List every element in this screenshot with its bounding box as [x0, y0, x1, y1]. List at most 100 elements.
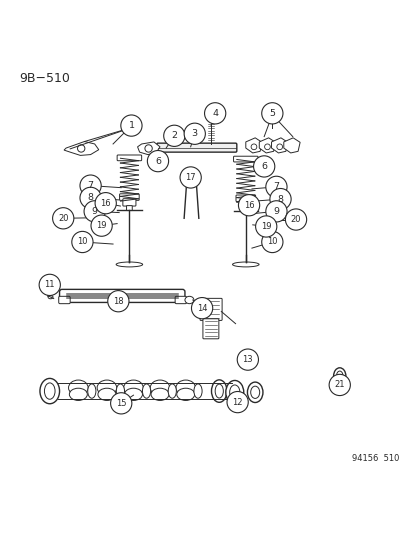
Circle shape: [107, 290, 129, 312]
FancyBboxPatch shape: [126, 206, 132, 211]
Circle shape: [261, 231, 282, 253]
Circle shape: [95, 192, 116, 214]
Circle shape: [253, 156, 274, 177]
Circle shape: [147, 150, 168, 172]
Circle shape: [84, 201, 105, 222]
Ellipse shape: [185, 296, 193, 304]
Text: 9: 9: [273, 207, 279, 216]
Ellipse shape: [336, 371, 342, 381]
Text: 9: 9: [91, 207, 97, 216]
FancyBboxPatch shape: [242, 207, 248, 212]
Text: 17: 17: [185, 173, 195, 182]
Text: 14: 14: [196, 304, 207, 313]
Ellipse shape: [97, 380, 116, 395]
Polygon shape: [137, 142, 160, 155]
Circle shape: [91, 215, 112, 236]
Circle shape: [237, 349, 258, 370]
Ellipse shape: [193, 384, 202, 398]
Text: 10: 10: [266, 238, 277, 246]
Text: 3: 3: [191, 130, 197, 138]
Circle shape: [261, 103, 282, 124]
Ellipse shape: [48, 295, 53, 299]
Polygon shape: [259, 138, 275, 153]
Ellipse shape: [250, 386, 259, 399]
Circle shape: [269, 189, 290, 209]
Circle shape: [264, 144, 270, 150]
Ellipse shape: [150, 380, 169, 395]
Ellipse shape: [168, 384, 176, 398]
Circle shape: [251, 144, 256, 150]
Circle shape: [238, 195, 259, 216]
Circle shape: [153, 159, 158, 164]
Ellipse shape: [116, 262, 142, 267]
Circle shape: [52, 208, 74, 229]
Ellipse shape: [44, 383, 55, 399]
Text: 2: 2: [171, 131, 177, 140]
Ellipse shape: [123, 380, 143, 395]
Ellipse shape: [333, 368, 345, 384]
Circle shape: [285, 209, 306, 230]
Text: 11: 11: [44, 280, 55, 289]
Ellipse shape: [69, 388, 87, 400]
Circle shape: [80, 175, 101, 196]
Text: 15: 15: [116, 399, 126, 408]
Circle shape: [254, 164, 259, 169]
Text: 20: 20: [58, 214, 68, 223]
Ellipse shape: [88, 384, 96, 398]
Ellipse shape: [151, 388, 169, 400]
Text: 20: 20: [290, 215, 301, 224]
Text: 7: 7: [88, 181, 93, 190]
Text: 4: 4: [211, 109, 218, 118]
FancyBboxPatch shape: [175, 296, 186, 304]
Polygon shape: [64, 142, 99, 156]
FancyBboxPatch shape: [235, 195, 255, 201]
Polygon shape: [245, 138, 261, 153]
Ellipse shape: [116, 384, 124, 398]
Text: 13: 13: [242, 355, 252, 364]
Ellipse shape: [229, 385, 239, 400]
FancyBboxPatch shape: [119, 194, 139, 200]
Ellipse shape: [197, 301, 204, 307]
Circle shape: [226, 391, 248, 413]
FancyBboxPatch shape: [233, 156, 257, 162]
Text: 19: 19: [96, 221, 107, 230]
Ellipse shape: [225, 381, 243, 404]
Text: 18: 18: [113, 297, 123, 306]
Circle shape: [265, 201, 286, 222]
Circle shape: [255, 216, 276, 237]
Circle shape: [191, 297, 212, 319]
Circle shape: [328, 374, 349, 395]
Text: 6: 6: [261, 162, 266, 171]
Ellipse shape: [211, 380, 226, 402]
Text: 10: 10: [77, 238, 88, 246]
FancyBboxPatch shape: [239, 200, 252, 207]
Text: 9B−510: 9B−510: [19, 72, 70, 85]
Text: 8: 8: [88, 193, 93, 203]
Circle shape: [77, 145, 85, 152]
Text: 1: 1: [128, 121, 134, 130]
Text: 16: 16: [243, 201, 254, 209]
Text: 8: 8: [277, 195, 283, 204]
Circle shape: [71, 231, 93, 253]
Text: 21: 21: [334, 381, 344, 390]
FancyBboxPatch shape: [123, 199, 135, 206]
Polygon shape: [271, 138, 287, 153]
Circle shape: [39, 274, 60, 295]
Text: 6: 6: [154, 157, 161, 166]
Circle shape: [204, 103, 225, 124]
Circle shape: [145, 145, 152, 152]
FancyBboxPatch shape: [117, 155, 141, 161]
Ellipse shape: [124, 388, 142, 400]
FancyBboxPatch shape: [202, 319, 218, 339]
Circle shape: [180, 167, 201, 188]
Text: 7: 7: [273, 182, 279, 191]
Circle shape: [121, 115, 142, 136]
Circle shape: [80, 187, 101, 208]
Circle shape: [276, 144, 282, 150]
FancyBboxPatch shape: [59, 289, 185, 302]
Text: 12: 12: [232, 398, 242, 407]
Ellipse shape: [215, 384, 223, 398]
Text: 5: 5: [269, 109, 275, 118]
Ellipse shape: [247, 382, 262, 402]
FancyBboxPatch shape: [199, 298, 222, 320]
